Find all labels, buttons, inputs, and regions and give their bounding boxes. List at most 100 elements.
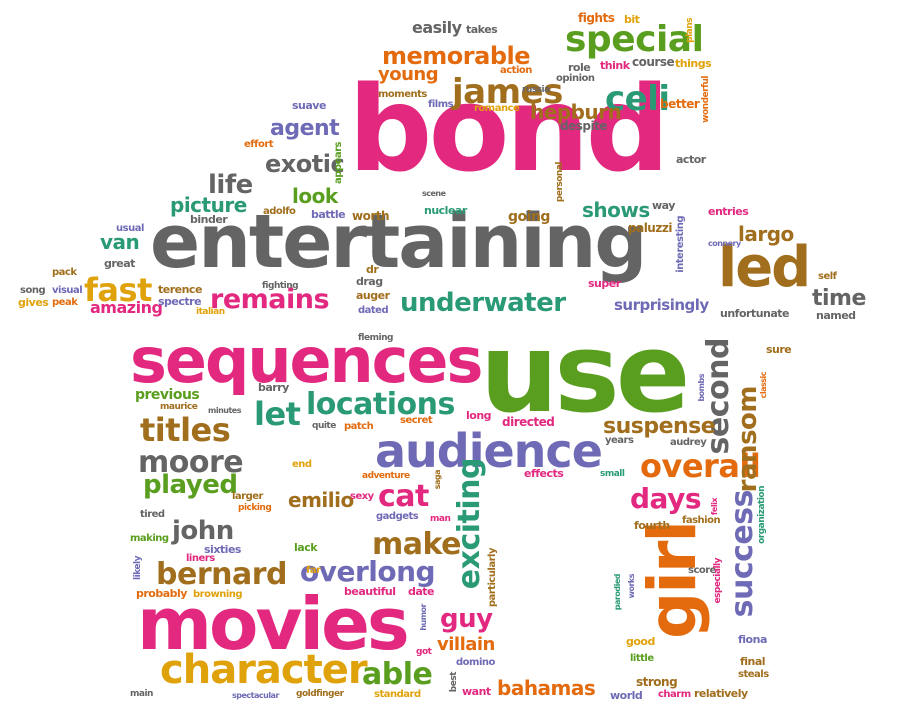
word-sixties: sixties (204, 543, 241, 556)
word-actor: actor (676, 153, 706, 166)
word-entries: entries (708, 205, 749, 218)
word-guy: guy (440, 604, 493, 634)
word-audience: audience (375, 424, 603, 478)
word-fights: fights (578, 11, 615, 25)
word-things: things (675, 57, 712, 70)
word-good: good (626, 635, 655, 648)
word-villain: villain (437, 634, 495, 655)
word-celi: celi (605, 79, 670, 119)
word-romance: romance (474, 103, 520, 114)
word-young: young (378, 64, 439, 85)
word-domino: domino (456, 657, 495, 668)
word-russia: russia (522, 85, 550, 95)
word-plans: plans (685, 18, 695, 43)
word-personal: personal (555, 162, 565, 203)
word-lack: lack (294, 541, 318, 554)
word-little: little (630, 653, 654, 664)
word-parodied: parodied (613, 574, 622, 611)
word-special: special (565, 19, 704, 60)
word-appears: appears (333, 142, 344, 184)
word-dr: dr (366, 263, 379, 276)
word-shows: shows (582, 198, 650, 222)
word-action: action (500, 65, 532, 76)
word-picture: picture (170, 193, 247, 217)
word-humor: humor (419, 604, 428, 631)
word-drag: drag (356, 275, 383, 288)
word-emilio: emilio (288, 488, 354, 512)
word-works: works (627, 574, 636, 599)
word-making: making (130, 533, 169, 544)
word-song: song (20, 285, 46, 296)
word-super: super (588, 277, 621, 290)
word-secret: secret (400, 415, 433, 426)
word-agent: agent (270, 116, 340, 141)
word-moments: moments (378, 89, 427, 100)
word-sequences: sequences (130, 324, 483, 397)
word-classic: classic (759, 372, 768, 399)
word-led: led (718, 235, 811, 300)
word-john: john (172, 516, 234, 546)
word-days: days (630, 482, 702, 515)
word-bit: bit (624, 13, 640, 26)
word-amazing: amazing (90, 298, 163, 317)
word-exciting: exciting (452, 458, 487, 590)
word-connery: connery (708, 239, 741, 248)
word-worth: worth (352, 209, 390, 223)
word-bond: bond (348, 60, 670, 198)
word-sure: sure (766, 343, 792, 356)
word-final: final (740, 655, 766, 668)
word-best: best (449, 672, 459, 693)
word-years: years (605, 435, 634, 446)
word-effects: effects (524, 467, 564, 480)
word-probably: probably (136, 587, 187, 600)
word-terence: terence (158, 283, 202, 296)
word-tired: tired (140, 509, 165, 520)
word-way: way (652, 199, 675, 212)
word-steals: steals (738, 669, 769, 680)
word-exotic: exotic (265, 150, 345, 178)
word-life: life (208, 170, 253, 200)
word-end: end (292, 459, 312, 470)
word-fighting: fighting (262, 281, 299, 291)
word-despite: despite (560, 119, 607, 133)
word-browning: browning (193, 589, 243, 600)
word-goldfinger: goldfinger (296, 689, 344, 699)
word-remains: remains (210, 284, 330, 315)
word-got: got (416, 647, 432, 657)
word-better: better (660, 97, 700, 111)
word-world: world (610, 689, 643, 702)
word-main: main (130, 689, 153, 699)
word-titles: titles (140, 411, 231, 449)
word-auger: auger (356, 289, 390, 302)
word-strong: strong (636, 675, 678, 689)
word-going: going (508, 209, 550, 225)
word-hepburn: hepburn (530, 100, 622, 124)
word-far: far (306, 565, 321, 576)
word-course: course (632, 55, 675, 69)
word-larger: larger (232, 491, 263, 502)
word-unfortunate: unfortunate (720, 307, 790, 320)
word-long: long (466, 409, 492, 422)
word-entertaining: entertaining (150, 199, 647, 285)
word-nuclear: nuclear (424, 204, 467, 217)
word-great: great (104, 257, 135, 270)
word-dated: dated (358, 305, 389, 316)
word-takes: takes (466, 23, 498, 36)
word-gives: gives (18, 296, 49, 309)
word-adolfo: adolfo (263, 206, 296, 217)
word-memorable: memorable (382, 42, 531, 70)
word-think: think (600, 59, 630, 72)
word-films: films (428, 99, 454, 110)
word-spectacular: spectacular (232, 691, 279, 700)
word-quite: quite (312, 421, 336, 431)
word-pack: pack (52, 267, 77, 278)
word-ransom: ransom (733, 386, 763, 493)
word-gadgets: gadgets (376, 511, 419, 522)
word-picking: picking (238, 503, 272, 513)
word-let: let (254, 395, 301, 433)
word-standard: standard (374, 689, 421, 700)
word-van: van (100, 230, 140, 254)
word-suave: suave (292, 99, 326, 112)
word-opinion: opinion (556, 73, 595, 84)
word-patch: patch (344, 421, 374, 432)
